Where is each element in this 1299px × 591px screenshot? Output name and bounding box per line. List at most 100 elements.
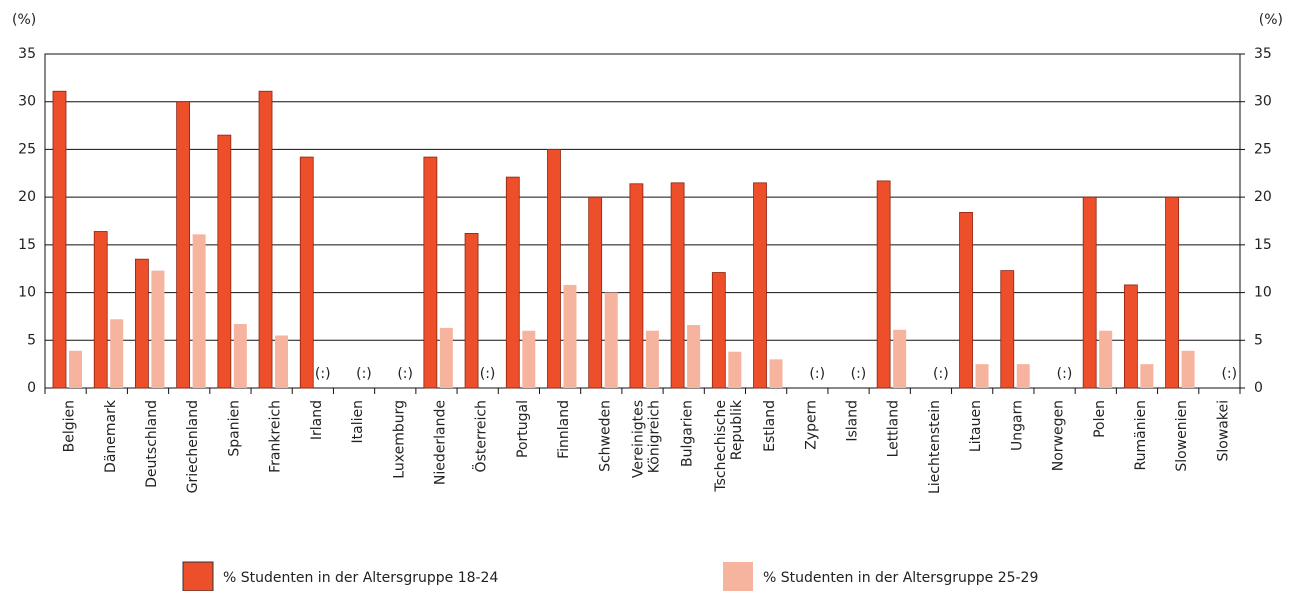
- bar: [69, 350, 82, 388]
- x-tick-label: Portugal: [515, 400, 531, 458]
- bar: [275, 335, 289, 388]
- x-tick-label: Lettland: [886, 400, 902, 457]
- bar: [1123, 284, 1138, 389]
- bar: [876, 180, 891, 389]
- y2-tick-label: 25: [1254, 141, 1272, 157]
- bar: [769, 359, 783, 388]
- y-tick-label: 25: [18, 141, 36, 157]
- bar: [1082, 196, 1097, 389]
- legend-label: % Studenten in der Altersgruppe 18-24: [223, 570, 498, 586]
- x-tick-label: Ungarn: [1009, 400, 1025, 451]
- x-tick-label: Niederlande: [432, 400, 448, 485]
- legend-label: % Studenten in der Altersgruppe 25-29: [763, 570, 1038, 586]
- legend-swatch: [182, 561, 214, 591]
- bar: [1000, 270, 1015, 389]
- bar: [233, 324, 247, 388]
- bar: [151, 270, 165, 388]
- x-tick-label: Deutschland: [144, 400, 160, 488]
- bar: [1016, 364, 1030, 388]
- y-tick-label: 15: [18, 237, 36, 253]
- x-tick-label: Estland: [762, 400, 778, 452]
- y-axis-label: (%): [12, 12, 36, 28]
- x-tick-label: Zypern: [803, 400, 819, 450]
- x-tick-label: Schweden: [597, 400, 613, 472]
- bar: [563, 284, 577, 388]
- bar: [1165, 196, 1179, 389]
- bar: [135, 258, 149, 389]
- bar: [645, 330, 659, 388]
- x-tick-label: Griechenland: [185, 400, 201, 493]
- bar: [959, 212, 973, 389]
- x-tick-label: Italien: [350, 400, 366, 443]
- bar: [893, 329, 907, 388]
- x-tick-label: VereinigtesKönigreich: [631, 400, 663, 478]
- x-tick-label: Island: [845, 400, 861, 442]
- x-tick-label: Slowakei: [1215, 400, 1231, 461]
- x-tick-label: Liechtenstein: [927, 400, 943, 494]
- x-tick-label: Norwegen: [1051, 400, 1067, 471]
- y-tick-label: 0: [27, 380, 36, 396]
- bar: [52, 90, 67, 389]
- x-tick-label: Frankreich: [268, 400, 284, 473]
- bar: [505, 176, 520, 389]
- bar: [217, 134, 232, 389]
- bar: [522, 330, 536, 388]
- x-tick-label: Spanien: [226, 400, 242, 457]
- y-tick-label: 30: [18, 94, 36, 110]
- bar: [687, 325, 701, 388]
- y2-tick-label: 15: [1254, 237, 1272, 253]
- x-tick-label: Litauen: [968, 400, 984, 452]
- bar: [464, 233, 479, 389]
- value-label: (:): [397, 366, 413, 382]
- value-label: (:): [933, 366, 949, 382]
- bar: [423, 156, 438, 389]
- value-label: (:): [356, 366, 372, 382]
- y2-tick-label: 5: [1254, 332, 1263, 348]
- x-tick-label: Luxemburg: [391, 400, 407, 479]
- bar: [299, 156, 314, 389]
- value-label: (:): [851, 366, 867, 382]
- bar: [711, 272, 726, 389]
- x-tick-label: Belgien: [62, 400, 78, 452]
- x-tick-label: Österreich: [472, 400, 490, 472]
- bar: [629, 183, 644, 389]
- x-tick-label-line: Tschechische: [713, 400, 729, 493]
- bar: [588, 196, 603, 389]
- y-tick-label: 10: [18, 285, 36, 301]
- x-tick-label: Slowenien: [1174, 400, 1190, 472]
- x-tick-label-line: Königreich: [647, 400, 663, 473]
- x-tick-label: TschechischeRepublik: [713, 399, 745, 493]
- value-label: (:): [1057, 366, 1073, 382]
- y2-tick-label: 35: [1254, 46, 1272, 62]
- legend-swatch: [723, 562, 753, 591]
- x-tick-label: Bulgarien: [680, 400, 696, 467]
- bar: [670, 182, 685, 389]
- value-label: (:): [480, 366, 496, 382]
- y2-tick-label: 20: [1254, 189, 1272, 205]
- y-tick-label: 20: [18, 189, 36, 205]
- x-tick-label: Polen: [1092, 400, 1108, 438]
- x-tick-label: Dänemark: [103, 399, 119, 473]
- bar: [604, 292, 618, 388]
- bar: [110, 319, 124, 388]
- x-tick-label: Irland: [309, 400, 325, 440]
- y2-tick-label: 0: [1254, 380, 1263, 396]
- bar: [753, 182, 767, 389]
- x-tick-label-line: Republik: [729, 399, 745, 460]
- value-label: (:): [315, 366, 331, 382]
- x-tick-label-line: Vereinigtes: [631, 400, 647, 478]
- y2-tick-label: 30: [1254, 94, 1272, 110]
- bar: [728, 351, 742, 388]
- bar: [1099, 330, 1113, 388]
- bar: [258, 90, 273, 389]
- value-label: (:): [1221, 366, 1237, 382]
- value-label: (:): [809, 366, 825, 382]
- bar: [1140, 364, 1154, 388]
- y2-tick-label: 10: [1254, 285, 1272, 301]
- bar: [1181, 350, 1195, 388]
- bar: [439, 327, 453, 388]
- bar: [547, 149, 561, 389]
- x-tick-label: Finnland: [556, 400, 572, 459]
- bar: [192, 234, 206, 388]
